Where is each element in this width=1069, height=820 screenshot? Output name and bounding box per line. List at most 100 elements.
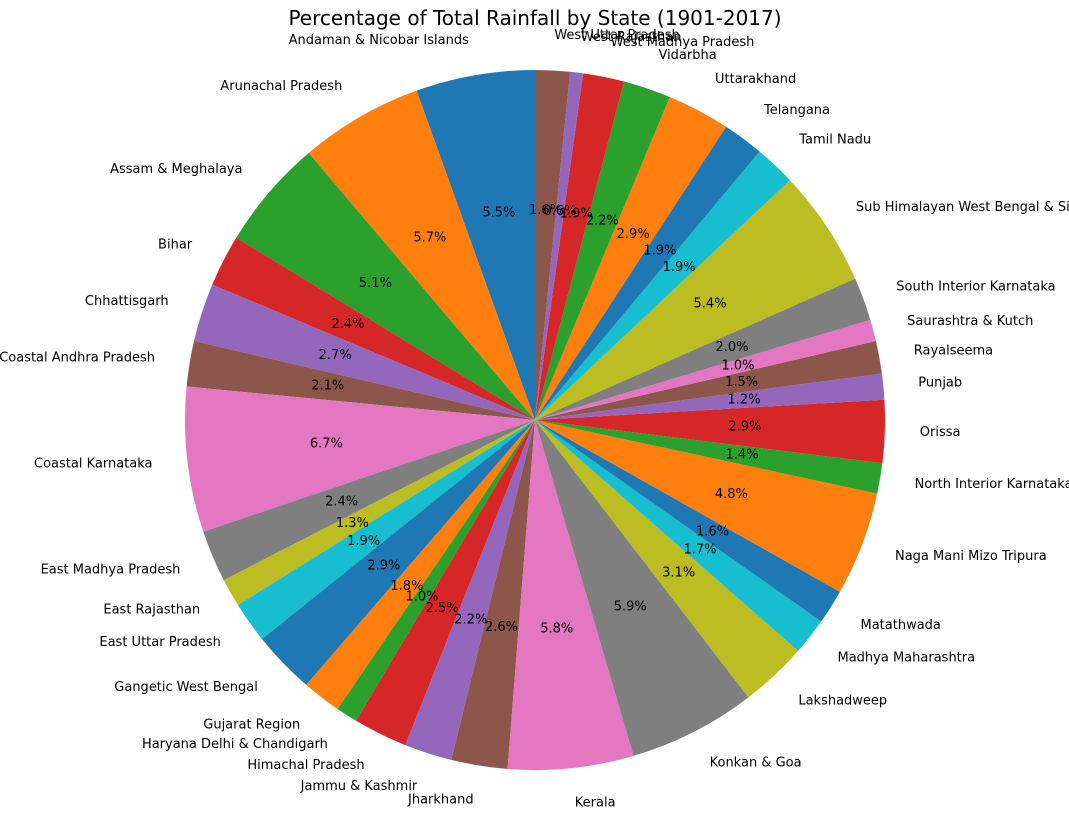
pct-label-south-interior-karnataka: 2.0%	[716, 340, 749, 355]
pct-label-east-madhya-pradesh: 2.4%	[325, 494, 358, 509]
category-label-orissa: Orissa	[920, 425, 961, 440]
pie-slice-rayalseema	[535, 341, 882, 420]
pie-slice-gangetic-west-bengal	[262, 420, 535, 685]
pie-slice-andaman-and-nicobar-islands	[416, 70, 535, 420]
pie-slice-jammu-and-kashmir	[405, 420, 535, 760]
pie-slice-uttarakhand	[535, 97, 727, 420]
pie-slice-madhya-maharashtra	[535, 420, 822, 651]
category-label-west-rajasthan: West Rajasthan	[581, 30, 682, 45]
pct-label-lakshadweep: 3.1%	[662, 566, 695, 581]
pie-slice-vidarbha	[535, 81, 670, 420]
pct-label-gangetic-west-bengal: 2.9%	[367, 558, 400, 573]
category-label-bihar: Bihar	[158, 237, 193, 252]
pct-label-west-uttar-pradesh: 1.6%	[529, 203, 562, 218]
category-label-east-uttar-pradesh: East Uttar Pradesh	[99, 635, 221, 650]
category-label-lakshadweep: Lakshadweep	[798, 693, 887, 708]
pie-slice-haryana-delhi-and-chandigarh	[337, 420, 535, 721]
category-label-south-interior-karnataka: South Interior Karnataka	[896, 279, 1055, 294]
category-label-naga-mani-mizo-tripura: Naga Mani Mizo Tripura	[895, 549, 1047, 564]
category-label-telangana: Telangana	[763, 103, 830, 118]
pct-label-west-madhya-pradesh: 1.9%	[560, 207, 593, 222]
pct-label-east-uttar-pradesh: 1.9%	[347, 534, 380, 549]
pie-slice-orissa	[535, 399, 885, 464]
pct-label-coastal-andhra-pradesh: 2.1%	[311, 379, 344, 394]
pie-slice-arunachal-pradesh	[308, 90, 535, 420]
category-label-jharkhand: Jharkhand	[407, 793, 474, 808]
pct-label-orissa: 2.9%	[728, 419, 761, 434]
pie-slice-lakshadweep	[535, 420, 799, 698]
category-label-east-madhya-pradesh: East Madhya Pradesh	[41, 562, 181, 577]
pie-slice-chhattisgarh	[194, 284, 535, 420]
category-label-west-uttar-pradesh: West Uttar Pradesh	[554, 28, 679, 43]
chart-title: Percentage of Total Rainfall by State (1…	[288, 6, 781, 30]
pie-slice-gujarat-region	[306, 420, 535, 709]
pct-label-coastal-karnataka: 6.7%	[310, 437, 343, 452]
pie-slice-konkan-and-goa	[535, 420, 749, 756]
category-label-north-interior-karnataka: North Interior Karnataka	[915, 477, 1069, 492]
category-label-punjab: Punjab	[918, 376, 962, 391]
pct-label-matathwada: 1.6%	[696, 525, 729, 540]
category-label-saurashtra-and-kutch: Saurashtra & Kutch	[907, 314, 1033, 329]
category-label-chhattisgarh: Chhattisgarh	[85, 294, 169, 309]
pie-slice-tamil-nadu	[535, 151, 790, 420]
pie-slice-telangana	[535, 126, 760, 421]
category-label-gangetic-west-bengal: Gangetic West Bengal	[114, 680, 258, 695]
pct-label-haryana-delhi-and-chandigarh: 1.0%	[406, 590, 439, 605]
category-label-madhya-maharashtra: Madhya Maharashtra	[838, 651, 976, 666]
pie-slice-east-madhya-pradesh	[203, 420, 535, 581]
category-label-coastal-karnataka: Coastal Karnataka	[34, 457, 153, 472]
pct-label-assam-and-meghalaya: 5.1%	[359, 276, 392, 291]
pie-slice-kerala	[507, 420, 634, 770]
pct-label-naga-mani-mizo-tripura: 4.8%	[715, 487, 748, 502]
category-labels: Andaman & Nicobar Islands Arunachal Prade…	[0, 28, 1069, 810]
category-label-konkan-and-goa: Konkan & Goa	[710, 756, 802, 771]
pie-slice-west-uttar-pradesh	[535, 70, 571, 420]
percentage-labels: 5.5% 5.7% 5.1% 2.4% 2.7% 2.1% 6.7% 2.4% 1.3% 1.9%…	[310, 203, 762, 637]
pct-label-andaman-and-nicobar-islands: 5.5%	[482, 206, 515, 221]
category-label-rayalseema: Rayalseema	[914, 343, 993, 358]
pct-label-himachal-pradesh: 2.5%	[426, 601, 459, 616]
pie-slice-punjab	[535, 373, 885, 420]
pct-label-telangana: 1.9%	[643, 244, 676, 259]
category-label-kerala: Kerala	[575, 795, 616, 810]
pie-slice-sub-himalayan-west-bengal-and-sikkim	[535, 180, 856, 420]
pie-slice-jharkhand	[451, 420, 535, 769]
category-label-andaman-and-nicobar-islands: Andaman & Nicobar Islands	[289, 33, 469, 48]
pct-label-jammu-and-kashmir: 2.2%	[454, 612, 487, 627]
pct-label-tamil-nadu: 1.9%	[663, 260, 696, 275]
pct-label-east-rajasthan: 1.3%	[336, 516, 369, 531]
pie-slice-coastal-andhra-pradesh	[186, 341, 535, 420]
category-label-gujarat-region: Gujarat Region	[203, 718, 300, 733]
pct-label-punjab: 1.2%	[728, 392, 761, 407]
category-label-jammu-and-kashmir: Jammu & Kashmir	[300, 779, 418, 794]
category-label-himachal-pradesh: Himachal Pradesh	[247, 758, 364, 773]
pct-label-sub-himalayan-west-bengal-and-sikkim: 5.4%	[694, 296, 727, 311]
category-label-assam-and-meghalaya: Assam & Meghalaya	[110, 162, 242, 177]
pct-label-arunachal-pradesh: 5.7%	[413, 231, 446, 246]
category-label-east-rajasthan: East Rajasthan	[103, 603, 200, 618]
pct-label-west-rajasthan: 0.6%	[543, 204, 576, 219]
pie-slices	[184, 70, 885, 770]
category-label-matathwada: Matathwada	[861, 618, 941, 633]
pie-slice-naga-mani-mizo-tripura	[535, 420, 878, 592]
pct-label-kerala: 5.8%	[540, 621, 573, 636]
pie-slice-bihar	[212, 237, 535, 420]
pct-label-uttarakhand: 2.9%	[617, 227, 650, 242]
category-label-tamil-nadu: Tamil Nadu	[798, 132, 871, 147]
pct-label-north-interior-karnataka: 1.4%	[726, 448, 759, 463]
pct-label-bihar: 2.4%	[331, 317, 364, 332]
category-label-arunachal-pradesh: Arunachal Pradesh	[220, 79, 342, 94]
pct-label-jharkhand: 2.6%	[485, 620, 518, 635]
category-label-vidarbha: Vidarbha	[658, 48, 716, 63]
category-label-coastal-andhra-pradesh: Coastal Andhra Pradesh	[0, 351, 155, 366]
pie-slice-matathwada	[535, 420, 840, 622]
pct-label-madhya-maharashtra: 1.7%	[683, 542, 716, 557]
pie-slice-east-uttar-pradesh	[237, 420, 536, 640]
pie-slice-west-madhya-pradesh	[535, 73, 625, 420]
pie-slice-saurashtra-and-kutch	[535, 319, 876, 420]
pie-slice-assam-and-meghalaya	[236, 152, 535, 421]
pie-slice-west-rajasthan	[535, 71, 584, 421]
pie-slice-himachal-pradesh	[356, 420, 535, 746]
